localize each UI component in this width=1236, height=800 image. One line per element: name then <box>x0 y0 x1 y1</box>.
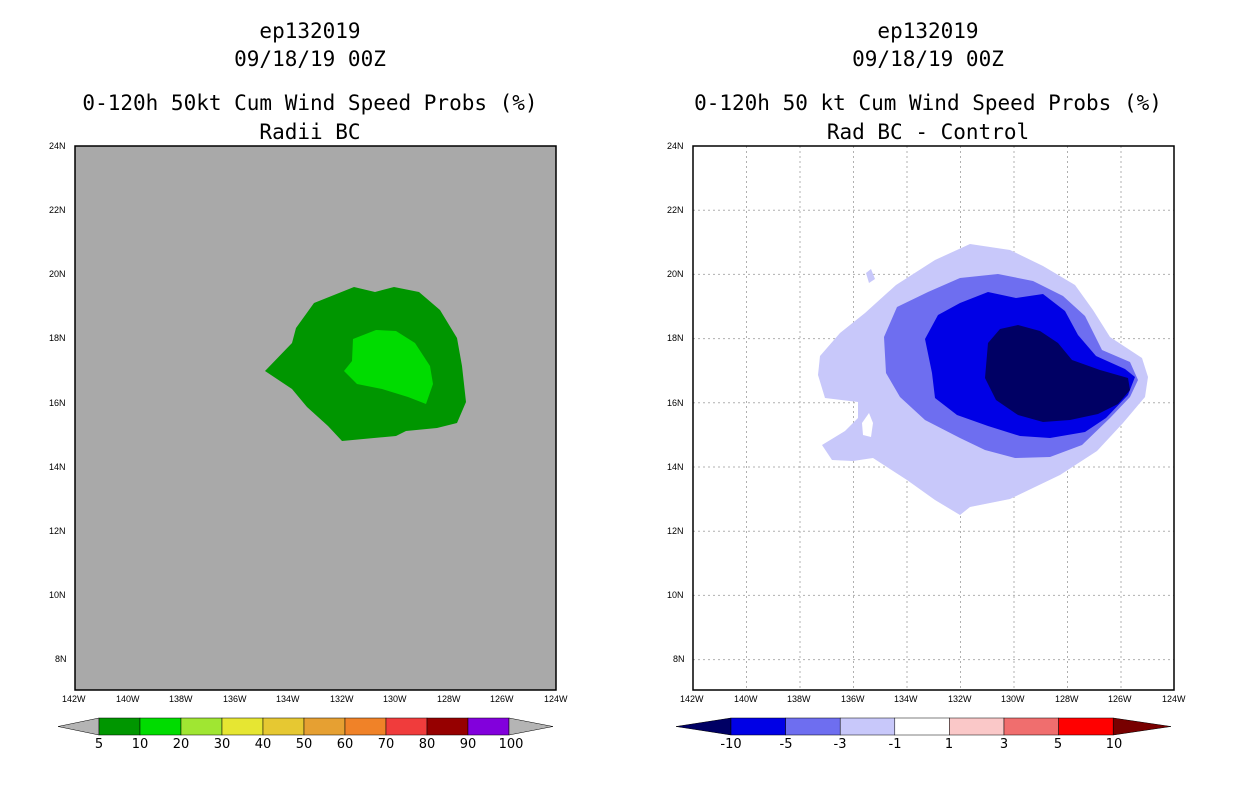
left-lon-label-132w: 132W <box>330 694 354 704</box>
left-lon-label-124w: 124W <box>544 694 568 704</box>
left-lon-label-128w: 128W <box>437 694 461 704</box>
left-cb-label-50: 50 <box>295 737 313 752</box>
right-cb-label-10: 10 <box>1105 737 1123 752</box>
right-cb-label-5: 5 <box>1053 737 1063 752</box>
colorbar-segment <box>180 717 223 736</box>
right-lon-label-140w: 140W <box>734 694 758 704</box>
right-lon-label-132w: 132W <box>948 694 972 704</box>
right-lon-label-136w: 136W <box>841 694 865 704</box>
left-title: 0-120h 50kt Cum Wind Speed Probs (%) <box>82 91 538 115</box>
right-lon-label-124w: 124W <box>1162 694 1186 704</box>
colorbar-segment <box>1003 717 1059 736</box>
right-cb-label-1: 1 <box>944 737 954 752</box>
right-lat-label-22n: 22N <box>667 205 684 215</box>
left-lon-label-134w: 134W <box>276 694 300 704</box>
colorbar-segment <box>467 717 510 736</box>
left-lon-label-142w: 142W <box>62 694 86 704</box>
colorbar-segment <box>839 717 896 736</box>
left-map-background <box>75 146 556 690</box>
colorbar-segment <box>949 717 1005 736</box>
colorbar-low-arrow <box>675 717 732 736</box>
left-cb-label-20: 20 <box>172 737 190 752</box>
right-storm-id: ep132019 <box>877 19 979 43</box>
left-lon-label-126w: 126W <box>490 694 514 704</box>
colorbar-segment <box>730 717 786 736</box>
right-lon-label-126w: 126W <box>1108 694 1132 704</box>
colorbar-segment <box>785 717 841 736</box>
right-cb-label-minus-5: -5 <box>779 737 793 752</box>
left-colorbar <box>57 717 554 736</box>
left-map-frame <box>74 145 557 691</box>
colorbar-segment <box>385 717 428 736</box>
right-lat-label-18n: 18N <box>667 333 684 343</box>
colorbar-segment <box>98 717 141 736</box>
left-datetime: 09/18/19 00Z <box>234 47 386 71</box>
right-lat-label-8n: 8N <box>673 654 685 664</box>
right-lat-label-12n: 12N <box>667 526 684 536</box>
left-lat-label-18n: 18N <box>49 333 66 343</box>
right-cb-label-minus-10: -10 <box>720 737 742 752</box>
colorbar-segment <box>303 717 346 736</box>
right-lat-label-20n: 20N <box>667 269 684 279</box>
left-storm-id: ep132019 <box>259 19 361 43</box>
left-lat-label-20n: 20N <box>49 269 66 279</box>
colorbar-segment <box>221 717 264 736</box>
left-lat-label-24n: 24N <box>49 141 66 151</box>
left-subtitle: Radii BC <box>259 120 361 144</box>
right-diff-hole <box>862 413 873 437</box>
right-lat-label-10n: 10N <box>667 590 684 600</box>
right-title: 0-120h 50 kt Cum Wind Speed Probs (%) <box>694 91 1162 115</box>
left-lat-label-16n: 16N <box>49 398 66 408</box>
left-cb-label-90: 90 <box>459 737 477 752</box>
colorbar-segment <box>344 717 387 736</box>
left-lon-label-140w: 140W <box>116 694 140 704</box>
colorbar-segment <box>262 717 305 736</box>
left-lat-label-8n: 8N <box>55 654 67 664</box>
left-lat-label-12n: 12N <box>49 526 66 536</box>
colorbar-segment <box>426 717 469 736</box>
left-lon-label-138w: 138W <box>169 694 193 704</box>
right-lon-label-138w: 138W <box>787 694 811 704</box>
left-cb-label-80: 80 <box>418 737 436 752</box>
right-lat-label-14n: 14N <box>667 462 684 472</box>
left-cb-label-5: 5 <box>94 737 104 752</box>
right-diff-contour-minus-10 <box>985 325 1130 422</box>
right-datetime: 09/18/19 00Z <box>852 47 1004 71</box>
right-lon-label-128w: 128W <box>1055 694 1079 704</box>
left-cb-label-60: 60 <box>336 737 354 752</box>
left-lat-label-10n: 10N <box>49 590 66 600</box>
colorbar-low-arrow <box>57 717 100 736</box>
left-cb-label-70: 70 <box>377 737 395 752</box>
right-cb-label-minus-3: -3 <box>833 737 847 752</box>
colorbar-segment <box>1058 717 1114 736</box>
left-cb-label-10: 10 <box>131 737 149 752</box>
left-lat-label-14n: 14N <box>49 462 66 472</box>
left-prob-contour-10 <box>344 330 433 404</box>
left-cb-label-30: 30 <box>213 737 231 752</box>
left-lon-label-130w: 130W <box>383 694 407 704</box>
colorbar-segment <box>139 717 182 736</box>
right-cb-label-minus-1: -1 <box>888 737 902 752</box>
right-lon-label-134w: 134W <box>894 694 918 704</box>
right-lon-label-142w: 142W <box>680 694 704 704</box>
colorbar-high-arrow <box>508 717 554 736</box>
colorbar-segment <box>894 717 950 736</box>
right-lon-label-130w: 130W <box>1001 694 1025 704</box>
left-cb-label-100: 100 <box>498 737 524 752</box>
right-diff-small-patch <box>866 269 875 283</box>
left-lon-label-136w: 136W <box>223 694 247 704</box>
right-colorbar <box>675 717 1172 736</box>
colorbar-high-arrow <box>1112 717 1172 736</box>
right-lat-label-24n: 24N <box>667 141 684 151</box>
right-subtitle: Rad BC - Control <box>826 120 1030 144</box>
left-lat-label-22n: 22N <box>49 205 66 215</box>
right-lat-label-16n: 16N <box>667 398 684 408</box>
right-map-frame <box>692 145 1175 691</box>
right-cb-label-3: 3 <box>999 737 1009 752</box>
left-cb-label-40: 40 <box>254 737 272 752</box>
